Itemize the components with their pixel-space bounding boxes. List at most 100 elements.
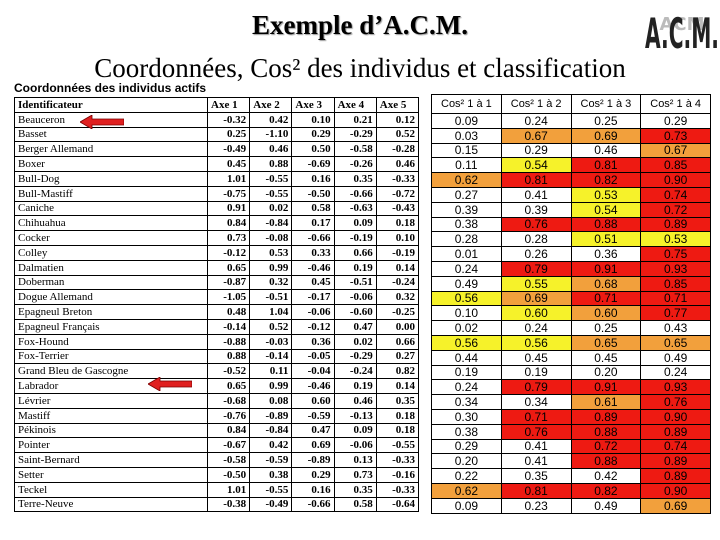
- table-row: 0.02 0.24 0.25 0.43: [431, 320, 711, 336]
- axis-3-value: 0.16: [291, 170, 335, 187]
- table-row: Grand Bleu de Gascogne -0.52 0.11 -0.04 -0.2…: [14, 363, 420, 380]
- cos2-value: 0.42: [570, 468, 642, 484]
- cos2-value: 0.89: [640, 423, 711, 440]
- cos2-value: 0.26: [500, 246, 572, 262]
- individual-name: Epagneul Breton: [14, 304, 208, 320]
- axis-3-value: -0.17: [291, 289, 335, 306]
- table-row: Caniche 0.91 0.02 0.58 -0.63 -0.43: [14, 200, 420, 217]
- cos2-value: 0.15: [431, 142, 502, 159]
- cos2-value: 0.54: [500, 157, 572, 174]
- cos2-value: 0.45: [570, 349, 642, 366]
- cos2-value: 0.24: [431, 379, 502, 396]
- cos2-value: 0.23: [500, 497, 572, 514]
- table-row: Setter -0.50 0.38 0.29 0.73 -0.16: [14, 466, 420, 483]
- table-row: 0.56 0.56 0.65 0.65: [431, 334, 711, 351]
- individual-name: Epagneul Français: [14, 318, 208, 335]
- table-row: Pékinois 0.84 -0.84 0.47 0.09 0.18: [14, 422, 420, 439]
- axis-5-value: -0.72: [375, 185, 420, 202]
- cos2-value: 0.89: [640, 468, 711, 484]
- individual-name: Cocker: [14, 230, 208, 246]
- cos2-value: 0.56: [500, 334, 572, 351]
- axis-4-value: 0.73: [333, 466, 377, 483]
- cos2-value: 0.76: [500, 423, 572, 440]
- axis-3-value: 0.10: [291, 111, 335, 128]
- cos2-value: 0.25: [570, 320, 642, 336]
- table-row: 0.39 0.39 0.54 0.72: [431, 201, 711, 218]
- cos2-value: 0.81: [500, 482, 572, 499]
- axis-3-value: -0.06: [291, 304, 335, 320]
- individual-name: Berger Allemand: [14, 141, 208, 158]
- axis-4-value: -0.06: [333, 289, 377, 306]
- table-row: Saint-Bernard -0.58 -0.59 -0.89 0.13 -0.33: [14, 452, 420, 468]
- cos2-value: 0.43: [640, 320, 711, 336]
- axis-4-value: -0.26: [333, 156, 377, 172]
- cos2-value: 0.82: [570, 482, 642, 499]
- axis-3-value: -0.59: [291, 407, 335, 424]
- table-row: 0.62 0.81 0.82 0.90: [431, 172, 711, 188]
- axis-1-value: -0.67: [206, 437, 251, 454]
- axis-2-value: -0.84: [249, 422, 293, 439]
- axis-3-value: 0.60: [291, 392, 335, 409]
- axis-3-value: -0.12: [291, 318, 335, 335]
- axis-3-value: 0.47: [291, 422, 335, 439]
- axis-2-value: -0.84: [249, 215, 293, 232]
- axis-2-value: 0.99: [249, 378, 293, 394]
- table-row: Lévrier -0.68 0.08 0.60 0.46 0.35: [14, 392, 420, 409]
- axis-5-value: 0.12: [375, 111, 420, 128]
- axis-3-value: -0.46: [291, 378, 335, 394]
- cos2-value: 0.79: [500, 379, 572, 396]
- axis-3-value: -0.69: [291, 156, 335, 172]
- axis-4-value: -0.13: [333, 407, 377, 424]
- cos2-value: 0.56: [431, 290, 502, 307]
- cos2-value: 0.65: [640, 334, 711, 351]
- axis-1-value: 0.25: [206, 126, 251, 143]
- cos2-value: 0.20: [570, 364, 642, 381]
- cos2-value: 0.41: [500, 186, 572, 203]
- axis-5-value: 0.32: [375, 289, 420, 306]
- axis-4-value: 0.66: [333, 244, 377, 261]
- cos2-value: 0.79: [500, 260, 572, 277]
- axis-3-value: -0.89: [291, 452, 335, 468]
- table-row: 0.11 0.54 0.81 0.85: [431, 157, 711, 174]
- table-row: Beauceron -0.32 0.42 0.10 0.21 0.12: [14, 111, 420, 128]
- header-axe-1: Axe 1: [206, 97, 251, 113]
- header-axe-2: Axe 2: [249, 97, 293, 113]
- cos2-value: 0.71: [640, 290, 711, 307]
- axis-1-value: -0.75: [206, 185, 251, 202]
- cos2-value: 0.44: [431, 349, 502, 366]
- table-row: 0.15 0.29 0.46 0.67: [431, 142, 711, 159]
- cos2-value: 0.51: [570, 231, 642, 248]
- axis-2-value: 0.53: [249, 244, 293, 261]
- cos2-value: 0.53: [640, 231, 711, 248]
- acm-logo: ACM A.C.M.: [645, 9, 719, 54]
- table-row: 0.38 0.76 0.88 0.89: [431, 216, 711, 233]
- cos2-value: 0.62: [431, 172, 502, 188]
- cos2-value: 0.09: [431, 113, 502, 129]
- axis-5-value: -0.33: [375, 170, 420, 187]
- table-row: 0.03 0.67 0.69 0.73: [431, 127, 711, 144]
- axis-2-value: -0.51: [249, 289, 293, 306]
- cos2-value: 0.77: [640, 305, 711, 322]
- cos2-value: 0.69: [500, 290, 572, 307]
- cos2-value: 0.90: [640, 408, 711, 425]
- individual-name: Terre-Neuve: [14, 496, 208, 513]
- cos2-value: 0.45: [500, 349, 572, 366]
- axis-4-value: -0.63: [333, 200, 377, 217]
- cos2-value: 0.24: [500, 113, 572, 129]
- cos2-value: 0.41: [500, 438, 572, 455]
- axis-1-value: -0.68: [206, 392, 251, 409]
- cos2-value: 0.29: [500, 142, 572, 159]
- cos2-value: 0.85: [640, 157, 711, 174]
- axis-1-value: -0.52: [206, 363, 251, 380]
- cos2-value: 0.35: [500, 468, 572, 484]
- cos2-value: 0.53: [570, 186, 642, 203]
- table-row: 0.20 0.41 0.88 0.89: [431, 453, 711, 470]
- axis-5-value: 0.82: [375, 363, 420, 380]
- axis-3-value: 0.17: [291, 215, 335, 232]
- slide-title: Exemple d’A.C.M.: [252, 10, 468, 40]
- individual-name: Lévrier: [14, 392, 208, 409]
- header-cos2-3: Cos² 1 à 3: [570, 94, 642, 114]
- axis-5-value: 0.27: [375, 348, 420, 365]
- cos2-value: 0.19: [431, 364, 502, 381]
- axis-5-value: -0.43: [375, 200, 420, 217]
